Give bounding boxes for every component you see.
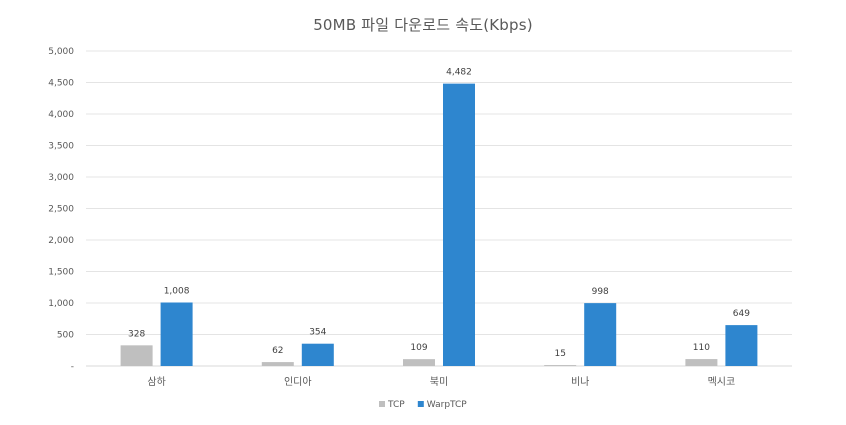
legend-swatch-tcp	[379, 401, 385, 407]
data-label: 15	[554, 349, 565, 359]
bar-warptcp	[443, 83, 475, 366]
x-tick-label: 삼하	[147, 375, 165, 388]
y-tick-label: 1,500	[48, 268, 74, 278]
y-tick-label: 5,000	[48, 47, 74, 57]
data-label: 1,008	[164, 286, 190, 296]
data-label: 354	[309, 328, 326, 338]
bar-warptcp	[160, 302, 193, 366]
bar-warptcp	[725, 325, 758, 366]
data-label: 110	[693, 343, 710, 353]
y-tick-label: -	[71, 362, 74, 372]
x-tick-label: 비나	[571, 376, 589, 388]
legend-label: WarpTCP	[427, 400, 468, 410]
bar-tcp	[403, 359, 435, 366]
legend-swatch-warptcp	[417, 401, 424, 407]
x-tick-label: 멕시코	[708, 376, 736, 388]
x-tick-label: 북미	[430, 376, 448, 388]
data-label: 4,482	[446, 68, 472, 78]
data-label: 109	[410, 343, 427, 353]
bar-warptcp	[584, 303, 617, 366]
y-tick-label: 3,500	[48, 142, 74, 152]
y-tick-label: 2,500	[48, 205, 74, 215]
x-tick-label: 인디아	[284, 376, 312, 388]
bar-warptcp	[301, 343, 334, 366]
y-tick-label: 4,500	[48, 79, 74, 89]
bar-tcp	[261, 362, 294, 366]
y-tick-label: 500	[57, 331, 74, 341]
chart-title: 50MB 파일 다운로드 속도(Kbps)	[313, 16, 533, 34]
y-tick-label: 2,000	[48, 236, 74, 246]
y-tick-label: 3,000	[48, 173, 74, 183]
data-label: 328	[128, 329, 145, 339]
data-label: 62	[272, 346, 283, 356]
bar-tcp	[120, 345, 153, 366]
legend-label: TCP	[387, 400, 405, 410]
bar-tcp	[544, 365, 577, 366]
data-label: 998	[592, 287, 609, 297]
y-tick-label: 4,000	[48, 110, 74, 120]
y-tick-label: 1,000	[48, 299, 74, 309]
data-label: 649	[733, 309, 750, 319]
bar-tcp	[685, 359, 718, 366]
